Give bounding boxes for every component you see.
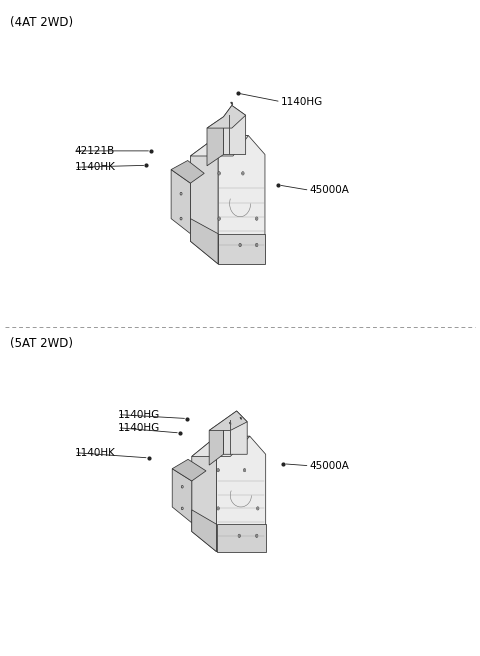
Circle shape — [239, 535, 240, 537]
Polygon shape — [171, 161, 204, 183]
Polygon shape — [209, 420, 223, 465]
Text: 1140HK: 1140HK — [74, 162, 115, 173]
Text: 1140HG: 1140HG — [281, 96, 323, 107]
Polygon shape — [191, 136, 249, 156]
Polygon shape — [207, 106, 246, 128]
Circle shape — [244, 470, 245, 471]
Polygon shape — [216, 524, 266, 552]
Polygon shape — [192, 436, 250, 457]
Circle shape — [257, 508, 258, 509]
Polygon shape — [218, 136, 265, 264]
Text: 1140HG: 1140HG — [118, 422, 160, 433]
Text: (4AT 2WD): (4AT 2WD) — [10, 16, 73, 30]
Polygon shape — [172, 459, 206, 481]
Circle shape — [256, 535, 257, 537]
Text: 1140HK: 1140HK — [74, 447, 115, 458]
Polygon shape — [218, 234, 265, 264]
Polygon shape — [224, 106, 246, 155]
Polygon shape — [209, 411, 247, 430]
Text: 42121B: 42121B — [74, 146, 115, 156]
Text: 45000A: 45000A — [310, 461, 349, 471]
Circle shape — [242, 173, 243, 174]
Polygon shape — [216, 436, 266, 552]
Polygon shape — [207, 117, 224, 166]
Polygon shape — [191, 136, 218, 264]
Polygon shape — [172, 468, 192, 523]
Polygon shape — [192, 510, 216, 552]
Polygon shape — [171, 169, 191, 234]
Polygon shape — [192, 436, 216, 552]
Text: 45000A: 45000A — [310, 185, 349, 195]
Polygon shape — [223, 411, 247, 454]
Polygon shape — [191, 218, 218, 264]
Text: 1140HG: 1140HG — [118, 409, 160, 420]
Text: (5AT 2WD): (5AT 2WD) — [10, 337, 72, 350]
Circle shape — [256, 218, 257, 219]
